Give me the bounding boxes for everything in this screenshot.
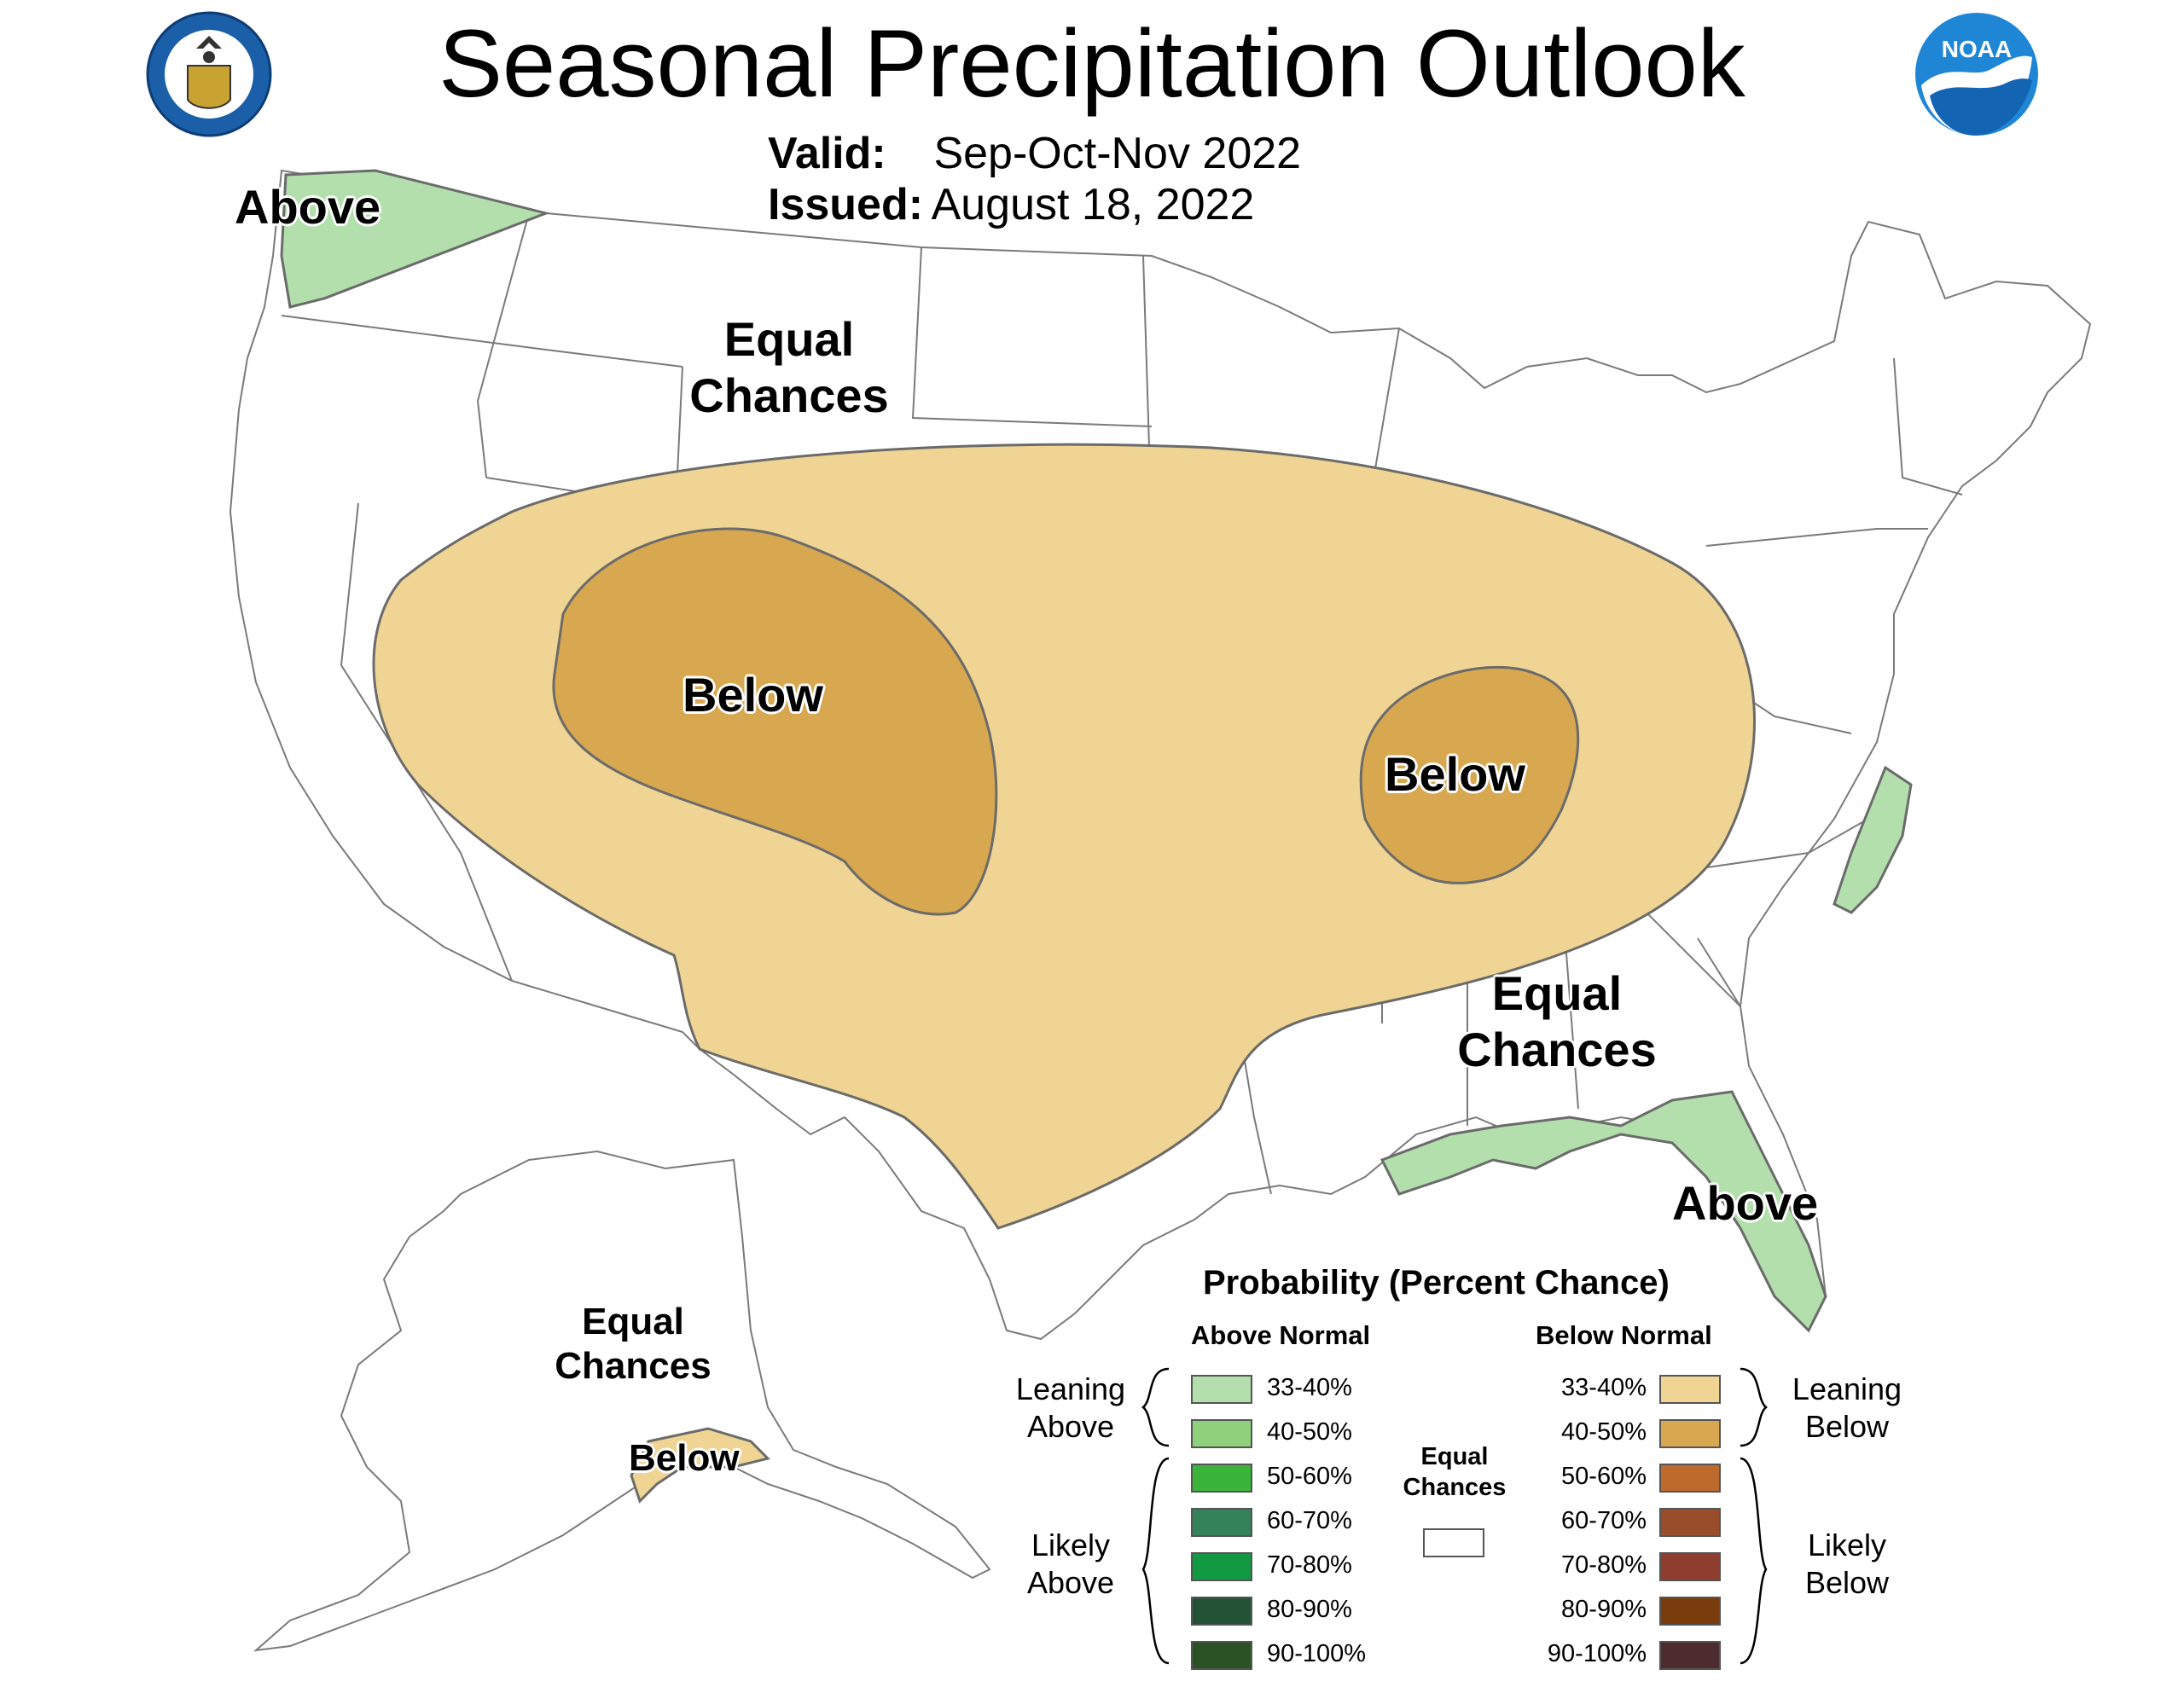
legend-title: Probability (Percent Chance)	[1203, 1264, 1670, 1301]
legend-above-swatch-2	[1191, 1464, 1252, 1493]
map-label-equal-north: Equal Chances	[674, 311, 904, 424]
legend-equal-chances-label: Equal Chances	[1386, 1441, 1523, 1503]
legend-below-swatch-1	[1659, 1419, 1721, 1448]
region-below-midwest	[1359, 665, 1580, 884]
legend-below-header: Below Normal	[1536, 1320, 1712, 1350]
legend-likely-below-label: Likely Below	[1779, 1527, 1915, 1602]
map-label-below-midwest: Below	[1385, 747, 1525, 801]
legend-likely-below-line2: Below	[1804, 1565, 1890, 1600]
region-above-florida	[1380, 1090, 1827, 1333]
legend-above-range-3: 60-70%	[1267, 1507, 1352, 1534]
legend-likely-above-line2: Above	[1026, 1565, 1115, 1600]
map-label-equal-ak-line1: Equal	[582, 1301, 684, 1342]
noaa-logo-text: NOAA	[1942, 36, 2012, 62]
legend-below-range-5: 80-90%	[1561, 1596, 1647, 1623]
legend-above-header: Above Normal	[1191, 1320, 1371, 1350]
legend-below-swatch-2	[1659, 1464, 1721, 1493]
region-above-nw	[280, 169, 550, 309]
valid-row: Valid: Sep-Oct-Nov 2022	[768, 128, 1301, 179]
legend-below-swatch-5	[1659, 1597, 1721, 1626]
map-label-below-west: Below	[682, 668, 823, 722]
legend-above-range-4: 70-80%	[1267, 1551, 1352, 1579]
legend-likely-below-line1: Likely	[1807, 1528, 1887, 1562]
legend-below-range-4: 70-80%	[1561, 1551, 1647, 1579]
map-label-equal-se: Equal Chances	[1442, 965, 1672, 1078]
legend-leaning-above-line2: Above	[1026, 1409, 1115, 1444]
legend-above-swatch-4	[1191, 1552, 1252, 1581]
legend-above-swatch-0	[1191, 1375, 1252, 1404]
map-label-equal-ak-line2: Chances	[555, 1345, 712, 1387]
map-label-equal-se-line1: Equal	[1491, 966, 1623, 1020]
map-label-equal-se-line2: Chances	[1457, 1023, 1657, 1076]
legend-leaning-above-line1: Leaning	[1015, 1371, 1126, 1406]
alaska-outline	[253, 1150, 991, 1652]
department-of-commerce-seal-icon	[146, 11, 272, 137]
legend-below-range-3: 60-70%	[1561, 1507, 1647, 1534]
map-label-above-nw: Above	[235, 180, 381, 234]
map-label-equal-ak: Equal Chances	[539, 1300, 727, 1388]
region-above-nc-coast	[1833, 765, 1913, 914]
map-label-equal-north-line2: Chances	[689, 368, 889, 422]
valid-value: Sep-Oct-Nov 2022	[933, 129, 1302, 178]
legend-above-range-0: 33-40%	[1267, 1374, 1352, 1401]
legend-below-swatch-4	[1659, 1552, 1721, 1581]
legend-leaning-above-label: Leaning Above	[1002, 1371, 1139, 1446]
legend-above-range-5: 80-90%	[1267, 1596, 1352, 1623]
legend-leaning-below-line1: Leaning	[1792, 1371, 1902, 1406]
legend-above-swatch-6	[1191, 1641, 1252, 1670]
legend-above-swatch-1	[1191, 1419, 1252, 1448]
page-title: Seasonal Precipitation Outlook	[439, 10, 1745, 117]
legend-likely-above-label: Likely Above	[1002, 1527, 1139, 1602]
map-label-below-ak: Below	[629, 1437, 740, 1479]
legend-below-range-0: 33-40%	[1561, 1374, 1647, 1401]
legend-above-range-6: 90-100%	[1267, 1640, 1367, 1667]
valid-label: Valid:	[768, 129, 886, 178]
legend-equal-line1: Equal	[1420, 1443, 1489, 1470]
legend-equal-chances-swatch	[1423, 1528, 1484, 1557]
issued-label: Issued:	[768, 180, 924, 229]
legend-leaning-below-label: Leaning Below	[1779, 1371, 1915, 1446]
region-below-alaska	[630, 1427, 770, 1504]
legend-below-swatch-0	[1659, 1375, 1721, 1404]
legend-above-swatch-3	[1191, 1508, 1252, 1537]
noaa-logo-icon: NOAA	[1915, 13, 2038, 136]
legend-below-range-1: 40-50%	[1561, 1418, 1647, 1446]
legend-leaning-below-line2: Below	[1804, 1409, 1890, 1444]
legend-below-swatch-6	[1659, 1641, 1721, 1670]
issued-row: Issued: August 18, 2022	[768, 179, 1254, 230]
legend-above-swatch-5	[1191, 1597, 1252, 1626]
issued-value: August 18, 2022	[931, 180, 1255, 229]
legend-above-range-1: 40-50%	[1267, 1418, 1352, 1446]
map-label-equal-north-line1: Equal	[723, 312, 855, 366]
legend-below-swatch-3	[1659, 1508, 1721, 1537]
legend-above-range-2: 50-60%	[1267, 1463, 1352, 1490]
legend-below-range-2: 50-60%	[1561, 1463, 1647, 1490]
legend-equal-line2: Chances	[1403, 1474, 1507, 1501]
legend-likely-above-line1: Likely	[1031, 1528, 1111, 1562]
region-below-west	[552, 527, 998, 916]
map-label-above-fl: Above	[1672, 1176, 1819, 1230]
legend-below-range-6: 90-100%	[1547, 1640, 1647, 1667]
